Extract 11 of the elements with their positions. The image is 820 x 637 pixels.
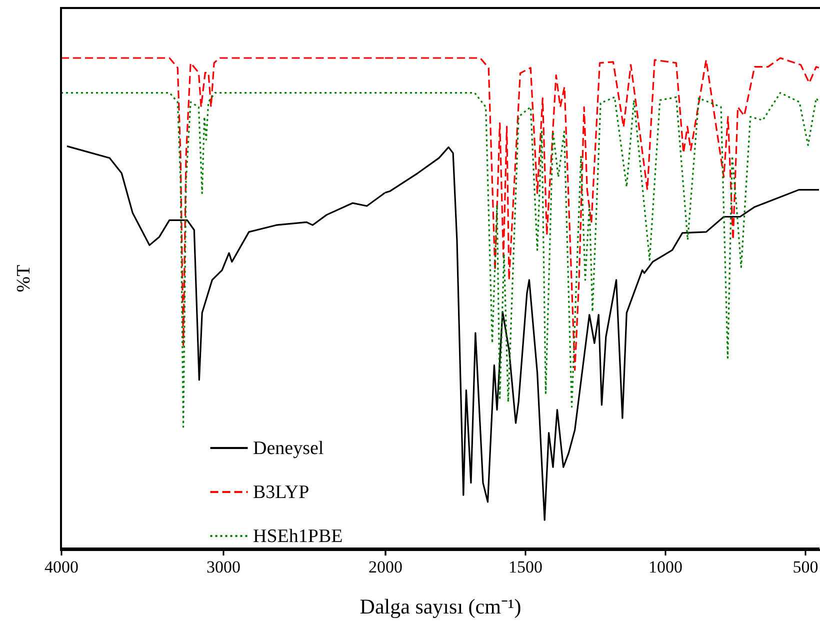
y-axis-title: %T (14, 264, 34, 292)
x-tick-label: 2000 (368, 558, 402, 576)
x-axis-title: Dalga sayısı (cm⁻¹) (360, 594, 522, 618)
legend-label: B3LYP (253, 482, 310, 503)
x-tick-label: 500 (792, 558, 818, 576)
x-tick-label: 1000 (648, 558, 682, 576)
x-tick-label: 3000 (206, 558, 240, 576)
legend-label: HSEh1PBE (253, 526, 343, 547)
x-tick-label: 1500 (508, 558, 542, 576)
legend-label: Deneysel (253, 438, 324, 459)
x-tick-label: 4000 (44, 558, 78, 576)
